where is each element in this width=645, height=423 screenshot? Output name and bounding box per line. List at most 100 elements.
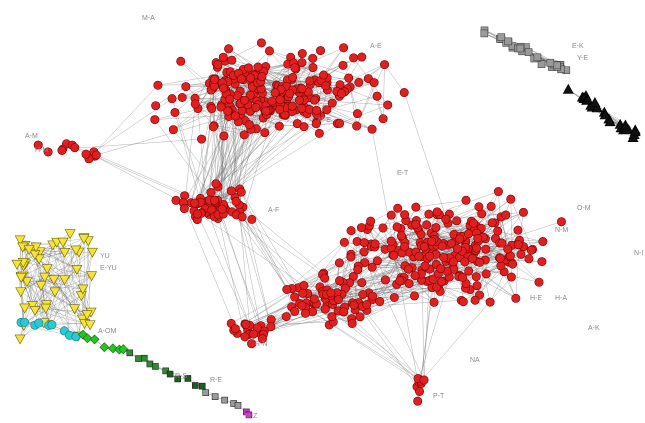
- graph-node-circle: [359, 247, 369, 257]
- graph-edge: [235, 201, 324, 274]
- graph-edge: [239, 188, 288, 290]
- graph-node-circle: [181, 82, 191, 92]
- graph-node-circle: [240, 332, 250, 342]
- graph-node-circle: [472, 281, 482, 291]
- graph-edge: [286, 243, 372, 290]
- graph-node-circle: [420, 261, 430, 271]
- graph-node-circle: [353, 265, 363, 275]
- graph-node-triangle: [81, 310, 93, 321]
- graph-node-circle: [400, 210, 410, 220]
- graph-node-circle: [380, 60, 390, 70]
- graph-node-circle: [370, 239, 380, 249]
- graph-node-square: [184, 375, 192, 382]
- graph-edge: [279, 123, 340, 127]
- graph-node-circle: [275, 104, 285, 114]
- graph-edge: [16, 264, 25, 309]
- graph-node-circle: [251, 103, 261, 113]
- graph-node-circle: [239, 130, 249, 140]
- graph-edge: [26, 275, 92, 282]
- graph-node-diamond: [82, 333, 93, 344]
- graph-node-circle: [240, 95, 250, 105]
- graph-node-circle: [290, 306, 300, 316]
- graph-node-circle: [297, 58, 307, 68]
- graph-node-triangle: [11, 259, 23, 270]
- graph-node-circle: [312, 105, 322, 115]
- graph-edge: [51, 269, 78, 325]
- graph-node-circle: [320, 304, 330, 314]
- graph-node-circle: [437, 241, 447, 251]
- graph-node-circle: [419, 242, 429, 252]
- graph-node-circle: [481, 244, 491, 254]
- graph-node-triangle: [562, 83, 574, 94]
- graph-node-circle: [299, 122, 309, 132]
- graph-edge: [358, 302, 419, 379]
- graph-edge: [217, 108, 265, 187]
- graph-edge: [53, 279, 75, 309]
- graph-edge: [190, 108, 212, 203]
- graph-node-circle: [197, 134, 207, 144]
- graph-node-circle: [410, 271, 420, 281]
- graph-node-circle: [226, 186, 236, 196]
- graph-edge: [84, 240, 89, 324]
- graph-node-circle: [151, 101, 161, 111]
- graph-nodes: [11, 26, 641, 419]
- graph-node-circle: [496, 261, 506, 271]
- graph-node-circle: [217, 204, 227, 214]
- graph-node-square: [516, 44, 525, 53]
- graph-node-circle: [266, 322, 276, 332]
- graph-node-circle: [349, 53, 359, 63]
- graph-node-square: [553, 61, 561, 70]
- graph-node-circle: [393, 203, 403, 213]
- graph-node-circle: [352, 121, 362, 131]
- graph-edge: [52, 244, 70, 336]
- node-label: A-E: [370, 43, 382, 50]
- graph-node-triangle: [589, 97, 601, 107]
- graph-node-circle: [57, 145, 67, 155]
- graph-edge: [519, 212, 524, 241]
- graph-node-circle: [256, 38, 266, 48]
- graph-edge: [239, 211, 288, 290]
- graph-edge: [45, 307, 85, 324]
- graph-edge: [420, 276, 512, 382]
- graph-node-triangle: [21, 277, 33, 288]
- graph-node-circle: [467, 254, 477, 264]
- graph-edge: [363, 251, 395, 298]
- graph-node-circle: [347, 319, 357, 329]
- graph-edge: [286, 227, 362, 290]
- graph-edge: [43, 249, 77, 323]
- graph-edge: [415, 200, 467, 208]
- graph-node-circle: [285, 89, 295, 99]
- graph-edge: [62, 241, 78, 270]
- graph-node-square: [497, 33, 506, 41]
- graph-node-circle: [153, 80, 163, 90]
- graph-node-circle: [216, 102, 226, 112]
- graph-node-circle: [43, 147, 53, 157]
- graph-edge: [228, 48, 249, 69]
- graph-node-square: [480, 29, 489, 38]
- graph-edge: [154, 119, 216, 202]
- graph-node-circle: [192, 209, 202, 219]
- graph-node-triangle: [49, 287, 61, 298]
- graph-node-circle: [213, 60, 223, 70]
- graph-node-circle: [308, 63, 318, 73]
- graph-edge: [399, 280, 420, 392]
- graph-edge: [62, 138, 202, 150]
- graph-edge: [197, 108, 225, 137]
- graph-node-circle: [294, 95, 304, 105]
- graph-node-circle: [389, 292, 399, 302]
- graph-edge: [309, 97, 373, 130]
- graph-node-circle: [367, 262, 377, 272]
- graph-node-circle: [281, 312, 291, 322]
- graph-node-circle: [33, 140, 43, 150]
- graph-node-circle: [270, 88, 280, 98]
- graph-node-circle: [224, 44, 234, 54]
- graph-edge: [384, 64, 405, 93]
- graph-edge: [270, 316, 361, 327]
- graph-node-triangle: [19, 303, 31, 314]
- graph-node-diamond: [107, 343, 118, 354]
- graph-edge: [464, 261, 516, 299]
- graph-edge: [34, 310, 85, 324]
- graph-edge: [242, 216, 304, 294]
- graph-node-circle: [460, 257, 470, 267]
